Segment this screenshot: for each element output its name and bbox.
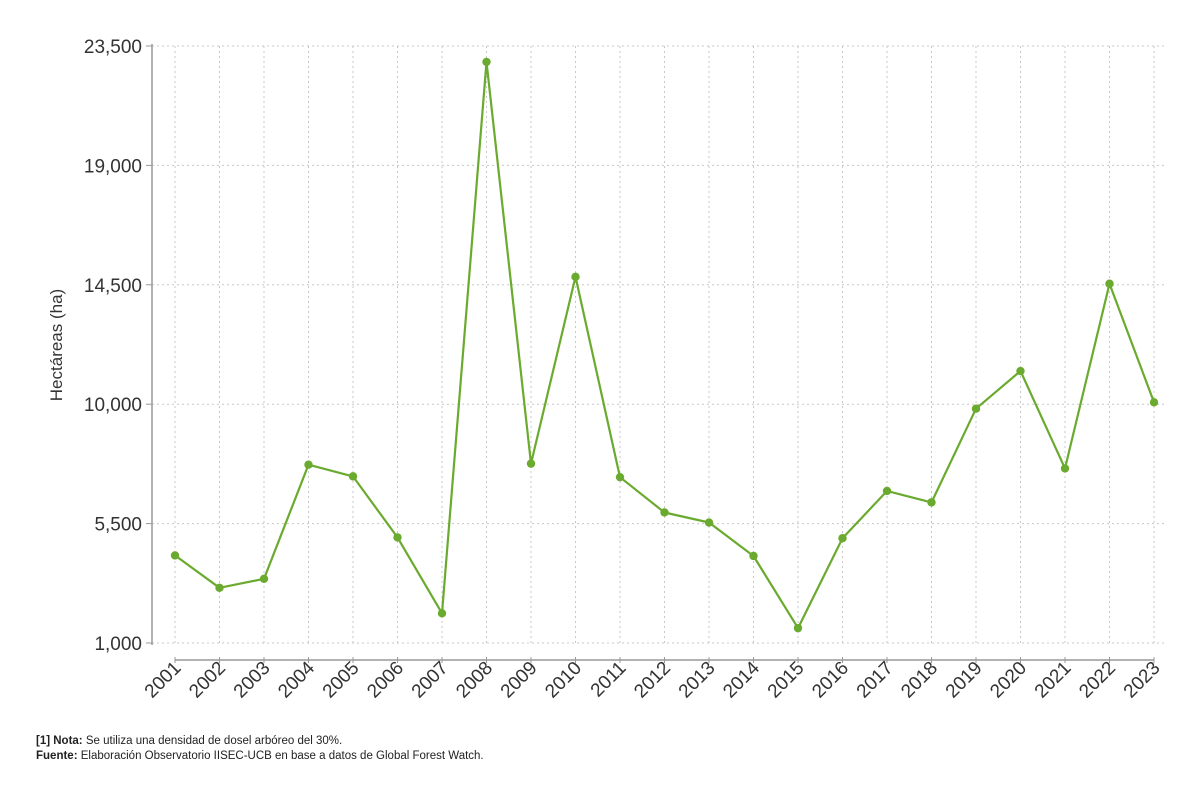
x-tick-label: 2008 xyxy=(452,658,497,703)
data-point xyxy=(1016,366,1025,376)
data-point xyxy=(1105,279,1114,288)
axis-layer xyxy=(146,44,1155,663)
data-point xyxy=(215,583,224,593)
x-tick-label: 2017 xyxy=(853,658,898,703)
x-tick-label: 2013 xyxy=(675,658,720,703)
source-line: Fuente: Elaboración Observatorio IISEC-U… xyxy=(36,749,484,764)
data-point xyxy=(1149,398,1159,407)
data-point xyxy=(170,551,180,560)
x-tick-label: 2015 xyxy=(764,658,809,703)
source-label: Fuente: xyxy=(36,750,78,762)
data-point xyxy=(971,404,981,413)
data-point xyxy=(882,486,892,496)
x-tick-label: 2020 xyxy=(986,658,1031,703)
y-tick-label: 1,000 xyxy=(94,634,142,655)
x-tick-label: 2021 xyxy=(1031,658,1076,703)
x-tick-label: 2023 xyxy=(1120,658,1165,703)
y-tick-label: 5,500 xyxy=(94,515,142,536)
y-tick-label: 10,000 xyxy=(84,395,142,416)
x-tick-label: 2019 xyxy=(942,658,987,703)
data-point xyxy=(437,609,447,618)
data-point xyxy=(304,460,313,469)
data-point xyxy=(571,272,580,282)
source-text: Elaboración Observatorio IISEC-UCB en ba… xyxy=(77,750,484,762)
x-tick-label: 2009 xyxy=(497,658,542,703)
note-line: [1] Nota: Se utiliza una densidad de dos… xyxy=(36,734,484,749)
x-tick-label: 2012 xyxy=(630,658,675,703)
data-point xyxy=(482,57,491,67)
y-tick-label: 14,500 xyxy=(84,276,142,297)
data-point xyxy=(704,518,714,527)
x-tick-label: 2006 xyxy=(363,658,408,703)
data-point xyxy=(1060,464,1070,473)
data-point xyxy=(393,533,402,542)
data-point xyxy=(838,533,847,543)
data-point xyxy=(348,472,358,481)
x-tick-label: 2022 xyxy=(1075,658,1120,703)
x-tick-label: 2014 xyxy=(719,657,764,702)
x-tick-label: 2003 xyxy=(230,658,275,703)
series-layer xyxy=(170,57,1159,633)
x-tick-label: 2001 xyxy=(141,658,186,703)
data-point xyxy=(927,498,936,507)
note-label: [1] Nota: xyxy=(36,735,83,747)
note-text: Se utiliza una densidad de dosel arbóreo… xyxy=(82,735,343,747)
x-tick-label: 2018 xyxy=(897,658,942,703)
x-tick-label: 2011 xyxy=(587,658,631,702)
y-tick-label: 19,000 xyxy=(84,156,142,177)
data-point xyxy=(749,551,758,561)
grid-layer xyxy=(152,45,1165,644)
x-tick-label: 2016 xyxy=(808,658,853,703)
x-tick-label: 2004 xyxy=(274,657,319,702)
x-tick-label: 2010 xyxy=(541,658,586,703)
footnotes: [1] Nota: Se utiliza una densidad de dos… xyxy=(36,734,484,764)
data-point xyxy=(526,459,536,468)
x-tick-label: 2007 xyxy=(408,658,453,703)
y-tick-label: 23,500 xyxy=(84,37,142,58)
data-point xyxy=(259,574,269,583)
y-axis-label: Hectáreas (ha) xyxy=(47,289,66,401)
data-point xyxy=(615,472,625,482)
data-point xyxy=(793,623,803,633)
data-point xyxy=(660,508,669,517)
x-tick-label: 2002 xyxy=(185,658,230,703)
x-tick-label: 2005 xyxy=(319,658,364,703)
